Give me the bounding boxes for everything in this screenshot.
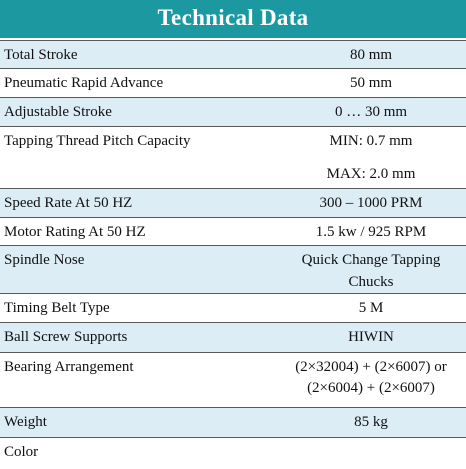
table-row: Ball Screw Supports HIWIN [0,322,466,352]
row-value: 300 – 1000 PRM [319,195,423,211]
row-value: (2×6004) + (2×6007) [307,380,435,396]
row-label: Adjustable Stroke [4,104,112,120]
row-value: (2×32004) + (2×6007) or [295,359,447,375]
row-value: 1.5 kw / 925 RPM [315,224,427,240]
row-value: 5 M [358,300,384,316]
row-value: 85 kg [354,414,388,430]
table-row: Adjustable Stroke 0 … 30 mm [0,97,466,126]
row-label: Timing Belt Type [4,300,110,316]
row-label: Total Stroke [4,47,78,63]
row-label: Tapping Thread Pitch Capacity [4,133,191,149]
row-value: HIWIN [348,329,394,345]
table-row: Motor Rating At 50 HZ 1.5 kw / 925 RPM [0,217,466,245]
row-label: Motor Rating At 50 HZ [4,224,146,240]
table-title: Technical Data [0,0,466,38]
table-row: Spindle Nose Quick Change Tapping Chucks [0,245,466,293]
row-label: Bearing Arrangement [4,359,134,375]
table-row: Speed Rate At 50 HZ 300 – 1000 PRM [0,188,466,217]
row-value: 80 mm [349,47,393,63]
row-value: Quick Change Tapping [301,252,441,268]
row-label: Pneumatic Rapid Advance [4,75,164,91]
row-label: Ball Screw Supports [4,329,128,345]
table-row: Pneumatic Rapid Advance 50 mm [0,68,466,97]
row-label: Color [4,444,39,460]
table-row: Weight 85 kg [0,407,466,437]
table-row: Tapping Thread Pitch Capacity MIN: 0.7 mm… [0,126,466,188]
table-row: Color [0,437,466,469]
table-row: Timing Belt Type 5 M [0,293,466,322]
row-value: 0 … 30 mm [334,104,408,120]
row-value: 50 mm [349,75,393,91]
row-label: Speed Rate At 50 HZ [4,195,133,211]
table-row: Bearing Arrangement (2×32004) + (2×6007) … [0,352,466,407]
table-row: Total Stroke 80 mm [0,40,466,68]
row-value: MIN: 0.7 mm [329,133,413,149]
row-label: Weight [4,414,47,430]
row-value: Chucks [348,274,394,290]
row-label: Spindle Nose [4,252,85,268]
row-value: MAX: 2.0 mm [326,166,416,182]
